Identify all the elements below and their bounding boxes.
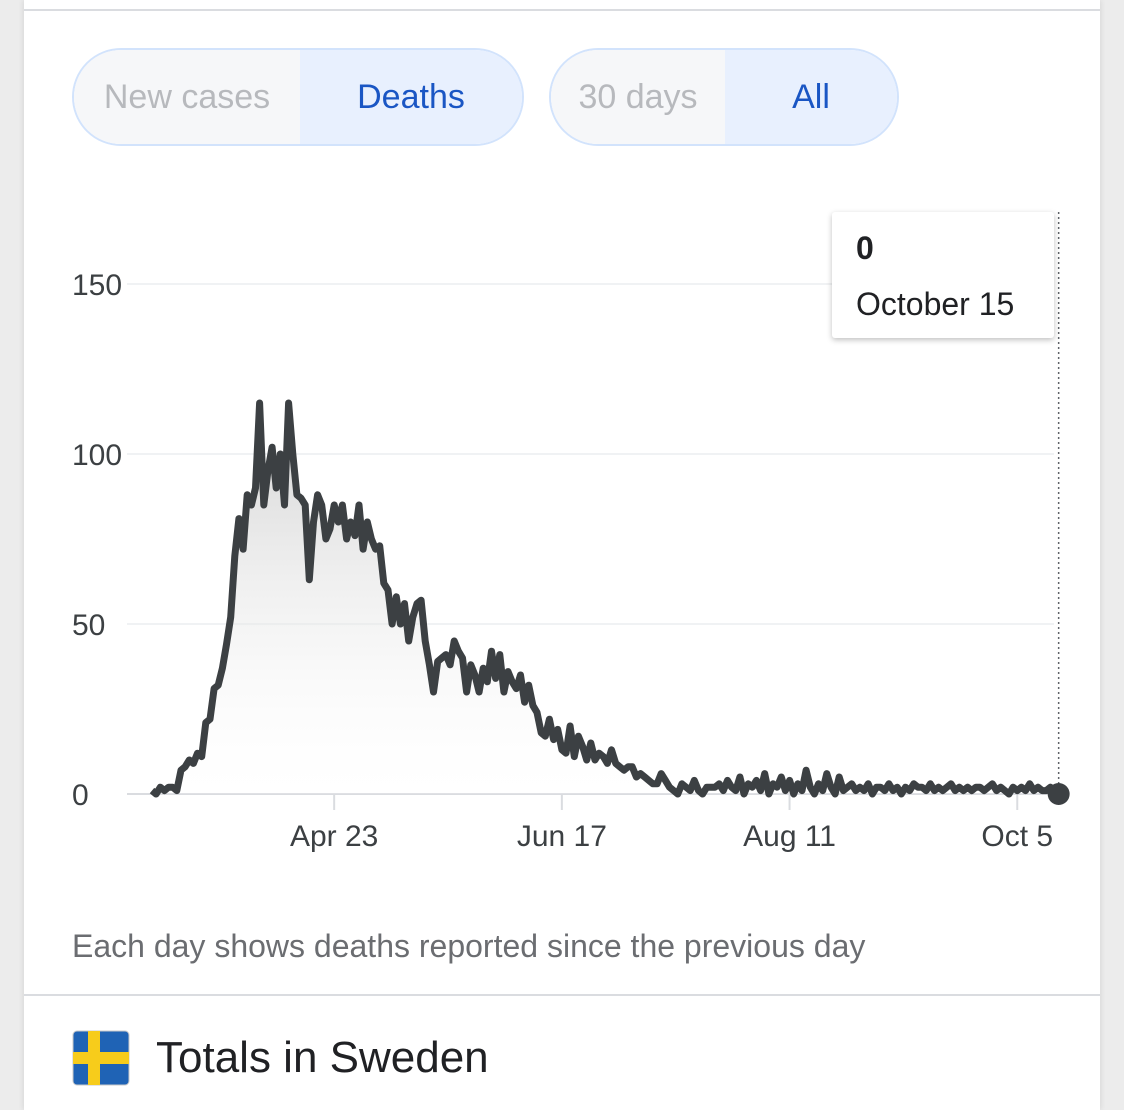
tooltip-value: 0 <box>856 230 874 266</box>
y-tick-label: 100 <box>72 439 122 472</box>
x-tick-label: Jun 17 <box>517 820 607 853</box>
totals-title: Totals in Sweden <box>156 1033 489 1082</box>
deaths-series-line <box>149 399 1063 798</box>
chart-footnote: Each day shows deaths reported since the… <box>72 928 866 964</box>
deaths-area-fill <box>152 403 1063 794</box>
deaths-chart[interactable]: 0 50 100 150 Apr 23 Jun 17 Aug 11 Oct 5 <box>24 180 1100 880</box>
x-tick-label: Oct 5 <box>981 820 1053 853</box>
x-axis: Apr 23 Jun 17 Aug 11 Oct 5 <box>290 794 1053 853</box>
y-tick-label: 50 <box>72 609 105 642</box>
y-tick-label: 150 <box>72 269 122 302</box>
tooltip-date: October 15 <box>856 286 1015 322</box>
x-tick-label: Aug 11 <box>743 820 836 853</box>
deaths-tab[interactable]: Deaths <box>300 50 522 144</box>
sweden-flag-icon <box>72 1030 130 1086</box>
x-tick-label: Apr 23 <box>290 820 378 853</box>
range-toggle: 30 days All <box>549 48 899 146</box>
y-tick-label: 0 <box>72 779 89 812</box>
all-range-tab[interactable]: All <box>725 50 897 144</box>
covid-stats-card: New cases Deaths 30 days All 0 50 100 150 A… <box>24 0 1100 1110</box>
section-divider <box>24 994 1100 996</box>
metric-toggle: New cases Deaths <box>72 48 524 146</box>
totals-header: Totals in Sweden <box>72 1030 489 1086</box>
hover-point-marker[interactable] <box>1047 783 1070 805</box>
new-cases-tab[interactable]: New cases <box>74 50 300 144</box>
chart-tooltip: 0 October 15 <box>832 212 1054 338</box>
y-axis-labels: 0 50 100 150 <box>72 269 122 812</box>
thirty-days-tab[interactable]: 30 days <box>551 50 725 144</box>
top-divider <box>24 9 1100 11</box>
